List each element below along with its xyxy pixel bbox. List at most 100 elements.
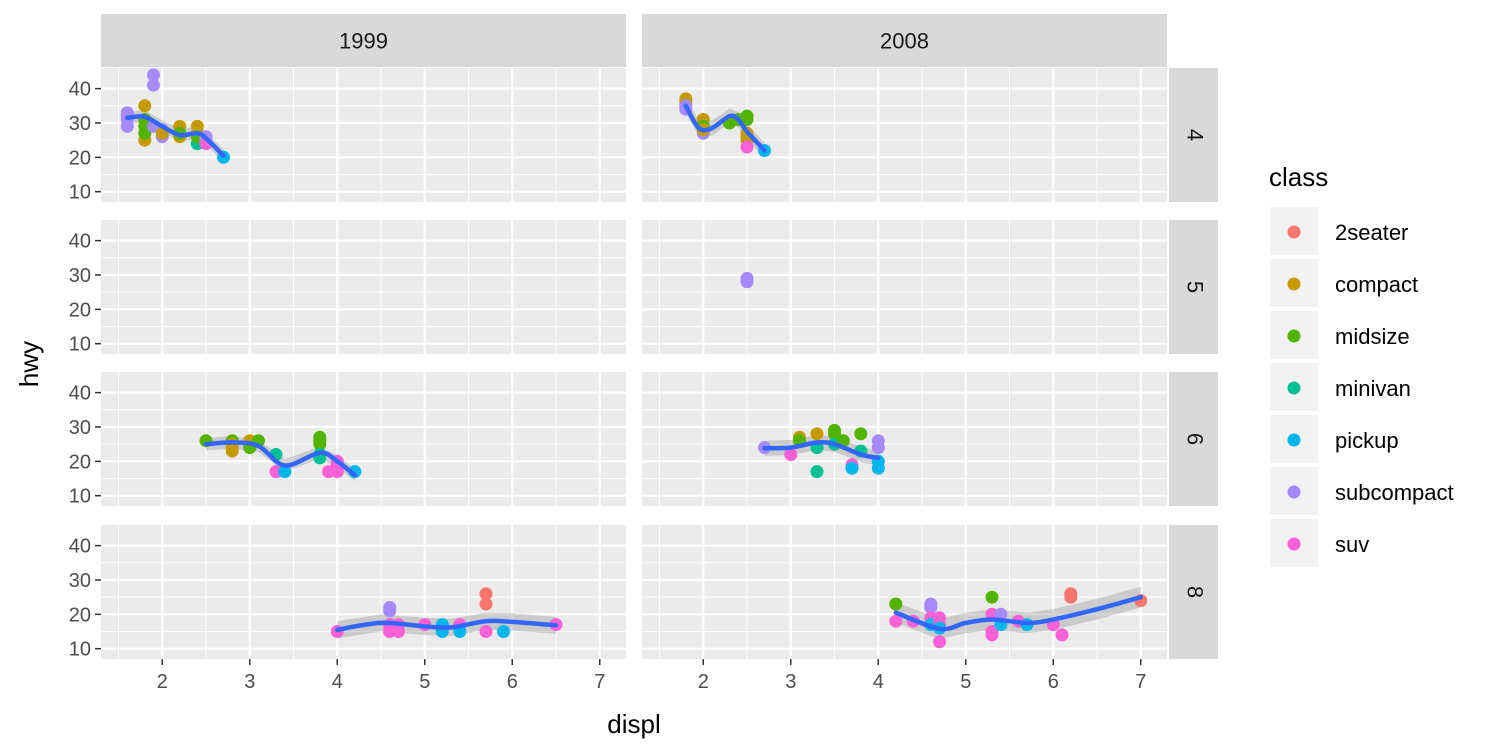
x-tick-label: 3 <box>244 671 255 693</box>
data-point-midsize <box>985 590 999 604</box>
legend-swatch-pickup <box>1287 433 1301 447</box>
facet-strip-label: 5 <box>1183 281 1208 293</box>
data-point-midsize <box>138 126 152 140</box>
panel-background <box>642 68 1167 202</box>
y-tick-label: 40 <box>69 536 91 558</box>
data-point-suv <box>392 625 405 638</box>
y-tick-label: 40 <box>69 231 91 253</box>
y-tick-label: 40 <box>69 79 91 101</box>
panel-background <box>101 220 626 354</box>
facet-strip-label: 4 <box>1183 129 1208 141</box>
facet-strip-year <box>101 14 626 67</box>
x-axis-title: displ <box>607 709 660 739</box>
smooth-line <box>683 103 767 153</box>
smooth-line <box>125 114 226 158</box>
y-axis-title: hwy <box>14 341 44 387</box>
legend-swatch-subcompact <box>1287 485 1301 499</box>
smooth-line <box>762 439 881 461</box>
legend-label: midsize <box>1335 324 1410 349</box>
y-tick-label: 20 <box>69 604 91 626</box>
data-point-subcompact <box>924 601 938 614</box>
data-point-suv <box>740 140 754 154</box>
data-point-subcompact <box>147 68 160 82</box>
data-point-subcompact <box>740 275 754 289</box>
legend-swatch-midsize <box>1287 329 1301 343</box>
data-point-subcompact <box>147 78 160 92</box>
data-point-midsize <box>828 427 841 441</box>
data-point-pickup <box>871 461 885 475</box>
y-tick-label: 20 <box>69 299 91 321</box>
panel-background <box>101 525 626 659</box>
x-tick-label: 7 <box>1135 671 1146 693</box>
y-tick-label: 20 <box>69 147 91 169</box>
y-tick-label: 30 <box>69 113 91 135</box>
y-tick-label: 10 <box>69 334 91 356</box>
data-point-compact <box>810 427 824 441</box>
data-point-pickup <box>497 625 510 638</box>
legend-swatch-suv <box>1287 537 1301 551</box>
data-point-midsize <box>740 113 754 126</box>
data-point-2seater <box>479 597 493 611</box>
legend-label: subcompact <box>1335 480 1454 505</box>
data-point-minivan <box>810 465 824 479</box>
legend-swatch-2seater <box>1287 225 1301 239</box>
data-point-suv <box>985 628 999 642</box>
x-tick-label: 6 <box>1048 671 1059 693</box>
x-tick-label: 5 <box>960 671 971 693</box>
data-point-suv <box>479 625 493 638</box>
facet-strip-label: 2008 <box>880 29 929 54</box>
data-point-2seater <box>479 587 493 601</box>
y-tick-label: 10 <box>69 639 91 661</box>
panel-background <box>642 525 1167 659</box>
x-tick-label: 7 <box>594 671 605 693</box>
panel-background <box>642 220 1167 354</box>
facet-strip-label: 8 <box>1183 586 1208 598</box>
y-tick-label: 10 <box>69 486 91 508</box>
data-point-suv <box>889 614 903 628</box>
data-point-suv <box>1055 628 1069 642</box>
data-point-midsize <box>854 427 868 441</box>
y-tick-label: 10 <box>69 182 91 204</box>
facet-strip-label: 1999 <box>339 29 388 54</box>
smooth-line <box>203 440 358 478</box>
legend-swatch-compact <box>1287 277 1301 291</box>
x-tick-label: 3 <box>785 671 796 693</box>
smooth-line <box>335 618 559 633</box>
panel-background <box>642 372 1167 506</box>
legend-swatch-minivan <box>1287 381 1301 395</box>
data-point-pickup <box>845 461 859 475</box>
legend-title: class <box>1269 162 1328 192</box>
facet-strip-year <box>642 14 1167 67</box>
legend-label: 2seater <box>1335 220 1408 245</box>
x-tick-label: 6 <box>507 671 518 693</box>
data-point-suv <box>784 448 798 461</box>
data-point-midsize <box>889 597 903 611</box>
data-point-subcompact <box>871 441 885 455</box>
x-tick-label: 4 <box>332 671 343 693</box>
facet-strip-cyl <box>1169 68 1218 202</box>
y-tick-label: 30 <box>69 265 91 287</box>
y-tick-label: 30 <box>69 570 91 592</box>
data-point-2seater <box>1064 590 1078 604</box>
panel-background <box>101 372 626 506</box>
data-point-suv <box>933 635 946 649</box>
y-tick-label: 40 <box>69 383 91 405</box>
data-point-pickup <box>278 465 292 479</box>
data-point-compact <box>138 99 152 113</box>
legend-label: pickup <box>1335 428 1399 453</box>
data-point-subcompact <box>383 604 397 618</box>
y-tick-label: 20 <box>69 451 91 473</box>
y-tick-label: 30 <box>69 417 91 439</box>
facet-strip-cyl <box>1169 372 1218 506</box>
legend-label: compact <box>1335 272 1418 297</box>
facet-strip-label: 6 <box>1183 433 1208 445</box>
smooth-line <box>893 594 1144 632</box>
x-tick-label: 2 <box>698 671 709 693</box>
facet-strip-cyl <box>1169 525 1218 659</box>
x-tick-label: 5 <box>419 671 430 693</box>
legend-label: minivan <box>1335 376 1411 401</box>
x-tick-label: 2 <box>157 671 168 693</box>
facet-strip-cyl <box>1169 220 1218 354</box>
data-point-midsize <box>313 437 327 451</box>
